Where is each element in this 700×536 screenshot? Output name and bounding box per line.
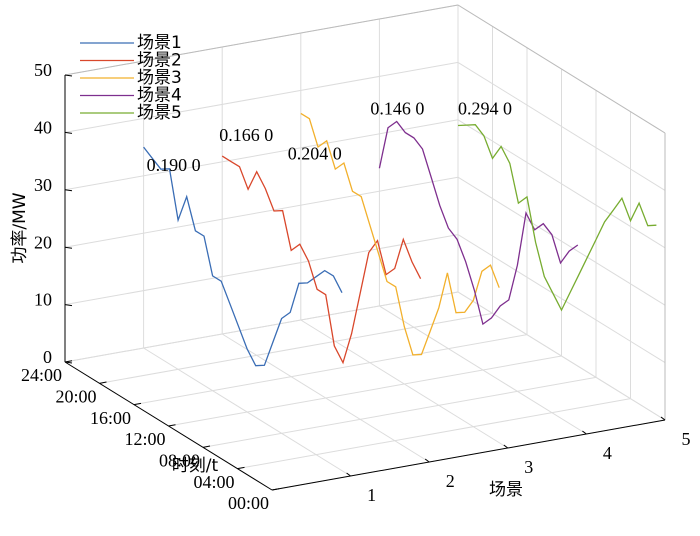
time-tick [237,466,245,470]
grid-line [168,355,562,427]
legend-label: 场景2 [137,51,182,71]
box-edge [64,4,459,76]
scenario-tick [582,430,587,435]
time-tick [271,488,280,491]
z-tick [64,304,73,307]
time-tick [64,360,73,363]
scenario-tick-label: 5 [682,429,691,449]
grid-line [64,234,459,306]
time-tick-label: 24:00 [21,365,62,385]
grid-line [237,398,631,470]
z-tick-label: 20 [34,232,52,252]
time-tick [133,402,142,406]
z-tick [64,246,73,249]
axis-line [271,419,666,491]
grid-line [99,312,493,384]
series-line [143,146,343,367]
scenario-tick-label: 2 [446,471,455,491]
z-axis-label: 功率/MW [10,192,30,263]
scenario-tick-label: 3 [524,457,533,477]
z-tick-label: 50 [34,60,52,80]
grid-line [202,376,597,448]
legend-label: 场景4 [137,86,182,106]
z-tick-label: 30 [34,175,52,195]
probability-label: 0.204 0 [288,143,342,163]
probability-label: 0.166 0 [219,125,273,145]
series-line [378,120,579,326]
time-tick-label: 20:00 [55,386,96,406]
scenario-tick-label: 4 [603,443,612,463]
legend-label: 场景5 [137,103,182,123]
grid-line [133,334,528,406]
time-tick-label: 16:00 [90,408,131,428]
time-tick [168,424,176,427]
z-tick-label: 0 [43,347,52,367]
scenario-tick [660,416,666,421]
legend-label: 场景1 [137,33,182,53]
time-tick-label: 08:00 [159,450,200,470]
probability-label: 0.190 0 [147,155,201,175]
grid-line [64,176,459,248]
series-line [300,112,500,356]
z-tick-label: 10 [34,290,52,310]
scenario-tick [424,458,430,463]
legend-label: 场景3 [137,68,182,88]
z-tick [64,131,73,134]
time-tick-label: 04:00 [193,472,234,492]
z-tick [64,74,73,77]
probability-label: 0.294 0 [458,99,512,119]
scenario-tick-label: 1 [367,485,376,505]
scenario-tick [503,444,509,449]
grid-line [64,61,459,133]
z-tick-label: 40 [34,118,52,138]
grid-line [64,291,459,363]
time-tick [99,381,107,384]
time-tick [202,445,211,448]
series-line [457,124,657,312]
series-line [221,155,422,365]
time-axis-label: 时刻/t [172,456,219,476]
time-tick-label: 12:00 [124,429,165,449]
z-tick [64,189,73,192]
scenario-tick [346,472,351,477]
scenario-axis-label: 场景 [489,480,523,500]
time-tick-label: 00:00 [228,493,269,513]
grid-line [64,119,459,191]
box-edge [457,4,666,134]
probability-label: 0.146 0 [370,98,424,118]
